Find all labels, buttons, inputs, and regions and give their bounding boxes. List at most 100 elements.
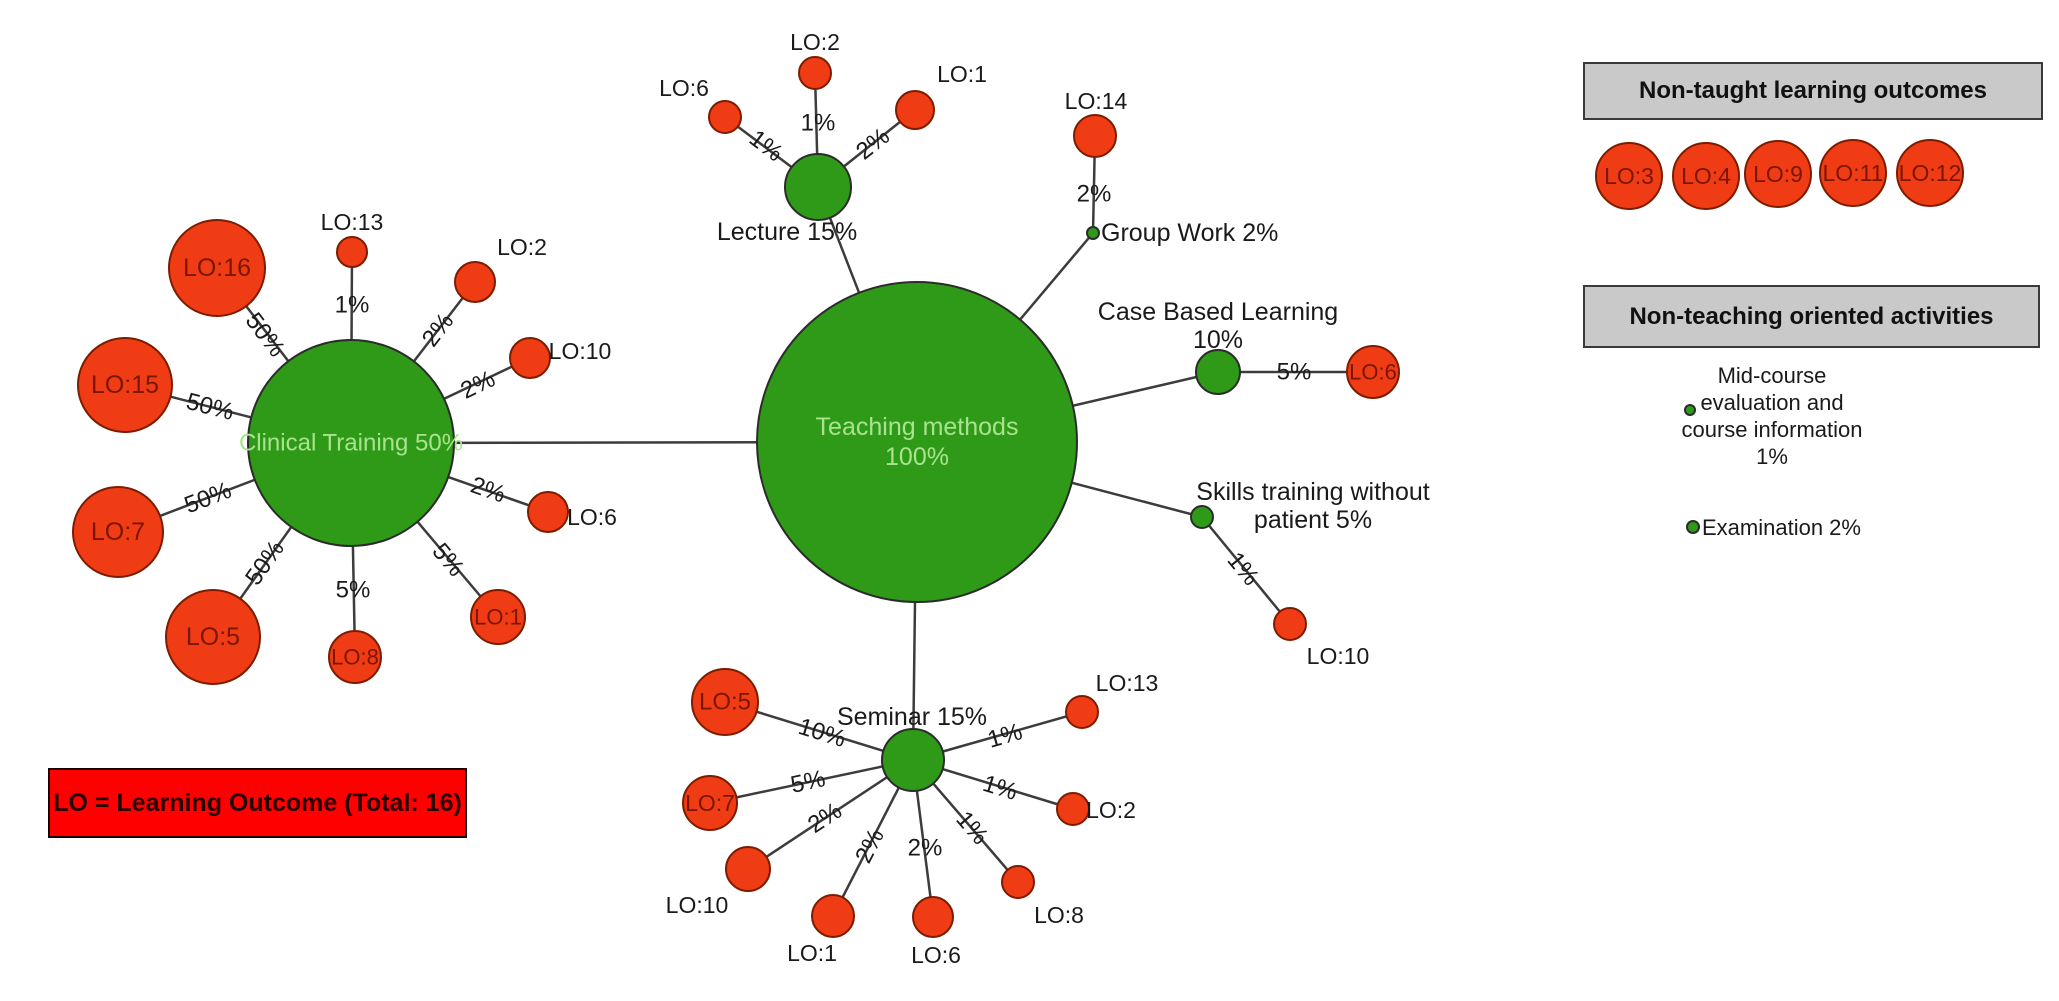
node-label-sem_lo1: LO:1 <box>787 940 837 966</box>
node-cl_lo10 <box>509 337 551 379</box>
node-label-lec_lo1: LO:1 <box>937 61 987 87</box>
node-cl_lo2 <box>454 261 496 303</box>
midcourse-evaluation-note: Mid-course evaluation and course informa… <box>1681 363 1863 469</box>
node-label-seminar: Seminar 15% <box>837 703 987 731</box>
node-label-cbl: 10% <box>1193 326 1243 354</box>
node-sem_lo10 <box>725 846 771 892</box>
edge-label-seminar-sem_lo6: 2% <box>908 835 943 862</box>
node-label-sk_lo10: LO:10 <box>1307 643 1370 669</box>
node-label-cl_lo10: LO:10 <box>549 338 612 364</box>
node-label-sem_lo2: LO:2 <box>1086 797 1136 823</box>
node-label-sem_lo7: LO:7 <box>685 790 735 816</box>
node-cl_lo13 <box>336 236 368 268</box>
node-label-cl_lo6: LO:6 <box>567 504 617 530</box>
node-group_work <box>1086 226 1100 240</box>
node-label-nt_lo3: LO:3 <box>1604 163 1654 189</box>
node-cl_lo8 <box>328 630 382 684</box>
edge-label-clinical-cl_lo5: 50% <box>240 536 290 591</box>
edge-label-lecture-lec_lo1: 2% <box>851 123 895 166</box>
node-nt_lo12 <box>1896 139 1964 207</box>
edge-label-lecture-lec_lo2: 1% <box>801 110 836 137</box>
node-seminar <box>881 728 945 792</box>
node-label-cl_lo2: LO:2 <box>497 234 547 260</box>
node-clinical <box>247 339 455 547</box>
node-label-lecture: Lecture 15% <box>717 218 857 246</box>
node-cl_lo15 <box>77 337 173 433</box>
edge-label-clinical-cl_lo6: 2% <box>467 472 509 509</box>
edge-label-seminar-sem_lo1: 2% <box>850 824 890 867</box>
edge-label-clinical-cl_lo2: 2% <box>417 308 460 352</box>
node-label-cbl: Case Based Learning <box>1098 298 1338 326</box>
node-label-cl_lo16: LO:16 <box>183 254 251 282</box>
node-label-sem_lo5: LO:5 <box>699 689 751 716</box>
node-label-sem_lo8: LO:8 <box>1034 902 1084 928</box>
node-cbl <box>1195 349 1241 395</box>
edge-label-seminar-sem_lo7: 5% <box>788 765 828 799</box>
node-cl_lo1 <box>470 589 526 645</box>
node-nt_lo4 <box>1672 142 1740 210</box>
node-lec_lo1 <box>895 90 935 130</box>
examination-note: Examination 2% <box>1702 515 1861 540</box>
node-sem_lo5 <box>691 668 759 736</box>
edge-label-seminar-sem_lo2: 1% <box>979 770 1020 806</box>
edge-seminar-sem_lo7 <box>709 758 914 805</box>
node-dot_exam <box>1686 520 1700 534</box>
node-label-nt_lo9: LO:9 <box>1753 161 1803 187</box>
node-dot_midcourse <box>1684 404 1696 416</box>
node-nt_lo11 <box>1819 139 1887 207</box>
node-sem_lo2 <box>1056 792 1090 826</box>
node-label-cl_lo5: LO:5 <box>186 623 240 651</box>
node-label-sem_lo13: LO:13 <box>1096 670 1159 696</box>
edge-label-clinical-cl_lo15: 50% <box>183 388 236 426</box>
node-label-cl_lo8: LO:8 <box>331 645 379 670</box>
edge-skills-sk_lo10 <box>1201 516 1291 625</box>
lo-legend-box: LO = Learning Outcome (Total: 16) <box>48 768 467 838</box>
edge-label-group_work-gw_lo14: 2% <box>1077 181 1112 208</box>
edge-label-clinical-cl_lo10: 2% <box>457 365 500 404</box>
node-cl_lo6 <box>527 491 569 533</box>
node-label-sem_lo6: LO:6 <box>911 942 961 968</box>
node-label-cbl_lo6: LO:6 <box>1349 360 1397 385</box>
node-label-lec_lo6: LO:6 <box>659 75 709 101</box>
non-taught-outcomes-header: Non-taught learning outcomes <box>1583 62 2043 120</box>
node-label-teaching: 100% <box>885 443 949 471</box>
node-sem_lo8 <box>1001 865 1035 899</box>
node-lec_lo6 <box>708 100 742 134</box>
node-label-cl_lo1: LO:1 <box>474 605 522 630</box>
node-sem_lo1 <box>811 894 855 938</box>
node-cl_lo16 <box>168 219 266 317</box>
node-label-group_work: Group Work 2% <box>1101 219 1278 247</box>
edge-label-seminar-sem_lo13: 1% <box>985 718 1026 753</box>
node-cbl_lo6 <box>1346 345 1400 399</box>
node-label-cl_lo7: LO:7 <box>91 518 145 546</box>
node-label-cl_lo15: LO:15 <box>91 371 159 399</box>
node-lec_lo2 <box>798 56 832 90</box>
edge-label-clinical-cl_lo13: 1% <box>335 292 370 319</box>
node-label-nt_lo11: LO:11 <box>1823 160 1884 186</box>
node-cl_lo5 <box>165 589 261 685</box>
node-gw_lo14 <box>1073 114 1117 158</box>
node-label-lec_lo2: LO:2 <box>790 29 840 55</box>
edge-label-cbl-cbl_lo6: 5% <box>1277 359 1312 386</box>
edge-label-clinical-cl_lo7: 50% <box>181 477 236 519</box>
node-label-nt_lo4: LO:4 <box>1681 163 1731 189</box>
node-label-skills: Skills training without <box>1196 478 1429 506</box>
node-cl_lo7 <box>72 486 164 578</box>
node-nt_lo3 <box>1595 142 1663 210</box>
node-teaching <box>756 281 1078 603</box>
node-sk_lo10 <box>1273 607 1307 641</box>
node-label-nt_lo12: LO:12 <box>1899 160 1962 186</box>
non-teaching-activities-header: Non-teaching oriented activities <box>1583 285 2040 348</box>
node-label-cl_lo13: LO:13 <box>321 209 384 235</box>
edge-label-seminar-sem_lo10: 2% <box>803 797 847 839</box>
node-label-clinical: Clinical Training 50% <box>239 430 463 457</box>
node-sem_lo6 <box>912 896 954 938</box>
node-sem_lo7 <box>682 775 738 831</box>
node-label-teaching: Teaching methods <box>816 413 1019 441</box>
node-nt_lo9 <box>1744 140 1812 208</box>
edge-seminar-sem_lo10 <box>747 758 914 871</box>
node-label-gw_lo14: LO:14 <box>1065 88 1128 114</box>
edge-label-clinical-cl_lo8: 5% <box>336 577 371 604</box>
